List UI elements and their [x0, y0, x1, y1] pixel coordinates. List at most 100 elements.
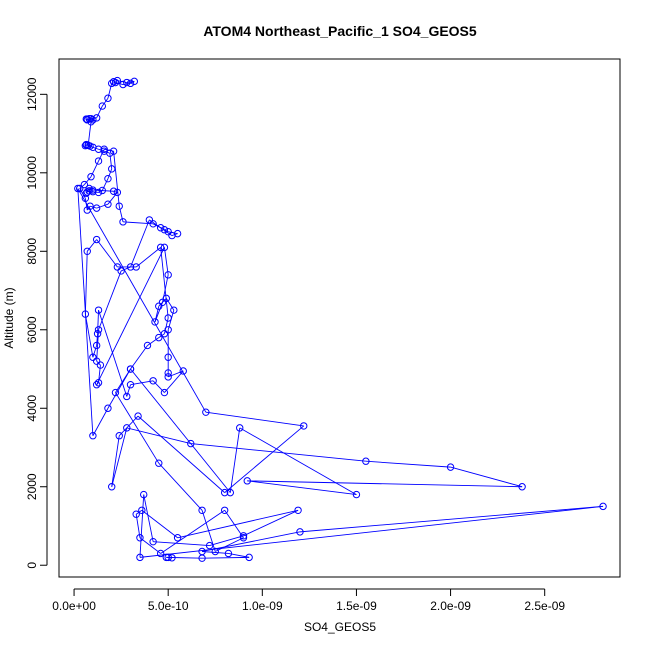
data-point [92, 114, 101, 122]
data-point [220, 506, 229, 514]
data-point [100, 145, 108, 153]
series-segment [84, 251, 88, 315]
series-segment [147, 337, 160, 346]
series-segment [120, 266, 131, 272]
data-point [104, 94, 112, 102]
series-segment [92, 345, 98, 358]
series-segment [139, 494, 145, 558]
series-segment [130, 368, 231, 493]
data-point [132, 263, 140, 271]
data-point [140, 490, 148, 499]
data-point [109, 147, 118, 155]
series-segment [97, 310, 99, 334]
series-segment [107, 168, 113, 179]
data-point [92, 341, 101, 350]
series-segment [96, 329, 99, 362]
x-tick-label: 1.0e-09 [242, 599, 283, 613]
data-point [81, 310, 90, 318]
series-segment [158, 462, 203, 511]
series-segment [153, 541, 210, 547]
series-layer [74, 76, 607, 562]
data-point [168, 231, 176, 240]
chart-title: ATOM4 Northeast_Pacific_1 SO4_GEOS5 [203, 23, 477, 39]
data-point [224, 549, 233, 558]
x-tick-label: 5.0e-10 [148, 599, 189, 613]
data-point [87, 173, 95, 181]
series-segment [107, 83, 113, 99]
data-point [170, 306, 178, 314]
data-point [164, 227, 172, 236]
series-segment [111, 435, 120, 487]
series-segment [247, 480, 523, 488]
data-point [294, 506, 302, 514]
series-segment [247, 480, 357, 496]
data-point [151, 318, 159, 326]
y-tick-label: 8000 [25, 238, 39, 265]
data-point [145, 216, 154, 224]
series-segment [118, 415, 139, 437]
series-segment [160, 509, 225, 554]
data-point [111, 388, 120, 397]
data-point [111, 78, 120, 87]
data-point [143, 341, 152, 350]
series-segment [164, 370, 184, 393]
series-segment [115, 392, 160, 464]
series-segment [96, 333, 99, 346]
plot-frame [58, 58, 621, 578]
data-point [179, 367, 187, 375]
data-point [136, 553, 144, 562]
series-segment [224, 425, 305, 493]
series-segment [98, 270, 122, 330]
data-point [94, 379, 103, 387]
series-segment [77, 188, 94, 436]
data-point [168, 554, 176, 562]
series-segment [96, 360, 101, 366]
data-point [104, 200, 112, 208]
data-point [89, 353, 97, 361]
data-point [130, 77, 139, 86]
data-point [245, 553, 253, 562]
series-segment [98, 149, 105, 162]
series-segment [166, 556, 203, 559]
data-point [76, 184, 84, 193]
series-segment [118, 206, 124, 222]
series-segment [209, 535, 244, 547]
x-tick-label: 2.0e-09 [430, 599, 471, 613]
series-segment [224, 510, 244, 539]
series-segment [201, 531, 301, 552]
data-point [160, 329, 169, 338]
data-point [446, 463, 455, 471]
data-point [134, 412, 142, 420]
data-point [160, 388, 169, 397]
series-segment [111, 427, 128, 487]
data-point [108, 79, 116, 88]
data-point [94, 326, 103, 334]
data-point [87, 114, 95, 123]
data-point [119, 80, 127, 89]
data-point [87, 118, 95, 126]
series-segment [163, 247, 169, 275]
series-segment [85, 144, 87, 147]
series-segment [130, 219, 150, 268]
y-axis-label: Altitude (m) [2, 287, 16, 348]
x-axis-label: SO4_GEOS5 [304, 620, 376, 634]
y-tick-label: 10000 [25, 156, 39, 190]
series-segment [92, 408, 109, 436]
series-segment [101, 178, 109, 191]
data-point [156, 243, 165, 252]
series-segment [137, 415, 225, 493]
data-point [85, 184, 93, 193]
data-point [239, 532, 248, 540]
data-point [92, 381, 101, 389]
data-point [81, 194, 90, 203]
series-segment [215, 537, 244, 552]
data-point [83, 206, 91, 214]
data-point [187, 439, 195, 448]
series-segment [96, 239, 118, 268]
data-point [362, 457, 370, 465]
data-point [205, 541, 214, 550]
data-point [155, 459, 163, 467]
series-segment [160, 247, 169, 319]
data-point [300, 422, 308, 430]
data-point [202, 408, 210, 416]
